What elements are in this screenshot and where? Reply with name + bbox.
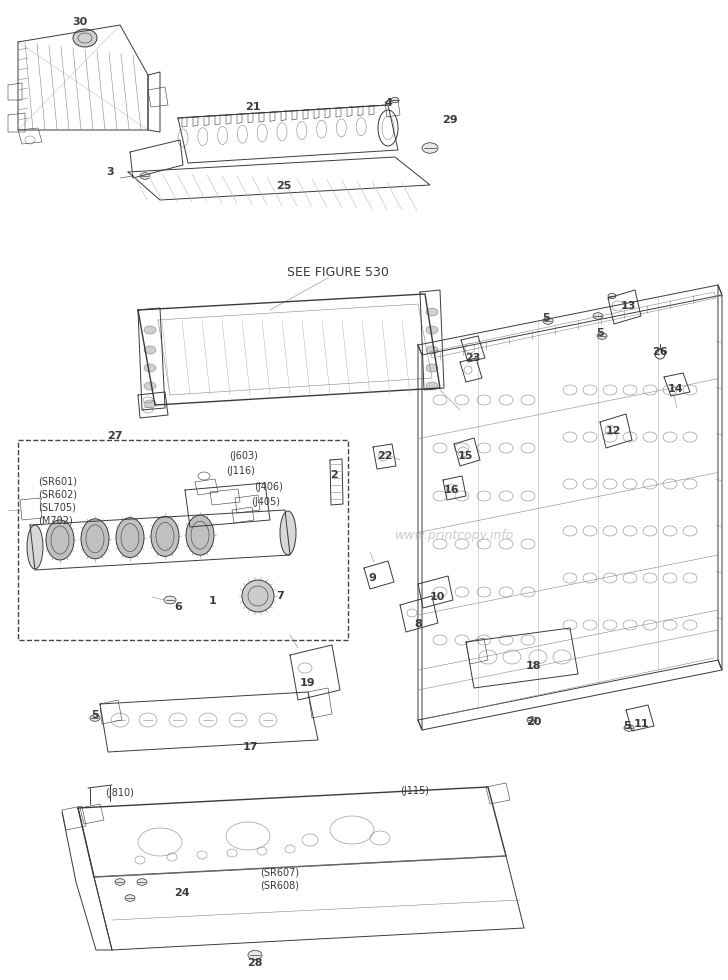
Text: 13: 13 (620, 301, 636, 311)
Text: 15: 15 (457, 451, 472, 461)
Ellipse shape (426, 326, 438, 334)
Text: 22: 22 (377, 451, 392, 461)
Text: 28: 28 (248, 958, 263, 968)
Ellipse shape (527, 716, 537, 723)
Text: (M702): (M702) (38, 515, 73, 525)
Text: 2: 2 (330, 470, 338, 480)
Ellipse shape (137, 879, 147, 885)
Text: 25: 25 (277, 181, 292, 191)
Ellipse shape (140, 172, 150, 179)
Text: (SR607): (SR607) (260, 867, 299, 877)
Ellipse shape (608, 293, 616, 299)
Text: 1: 1 (209, 596, 217, 606)
Text: 4: 4 (384, 98, 392, 108)
Text: (SL705): (SL705) (38, 502, 76, 512)
Text: 9: 9 (368, 573, 376, 583)
Ellipse shape (144, 382, 156, 390)
Text: (J406): (J406) (254, 482, 283, 492)
Ellipse shape (46, 520, 74, 560)
Text: www.printcopy.info: www.printcopy.info (395, 528, 515, 542)
Text: 24: 24 (174, 888, 190, 898)
Ellipse shape (164, 596, 176, 604)
Ellipse shape (280, 511, 296, 555)
Text: 6: 6 (174, 602, 182, 612)
Ellipse shape (426, 346, 438, 354)
Ellipse shape (144, 346, 156, 354)
Text: 11: 11 (633, 719, 649, 729)
Text: (J603): (J603) (229, 451, 258, 461)
Text: (J116): (J116) (226, 466, 255, 476)
Ellipse shape (624, 725, 634, 731)
Text: 14: 14 (668, 384, 684, 394)
Text: 5: 5 (542, 313, 550, 323)
Text: 18: 18 (525, 661, 541, 671)
Text: 19: 19 (300, 678, 316, 688)
Ellipse shape (144, 364, 156, 372)
Ellipse shape (144, 400, 156, 408)
Ellipse shape (593, 313, 603, 319)
Text: (J810): (J810) (105, 788, 134, 798)
Text: (SR601): (SR601) (38, 476, 77, 486)
Text: 27: 27 (107, 431, 123, 441)
Ellipse shape (81, 518, 109, 559)
Text: 5: 5 (596, 328, 604, 338)
Text: 20: 20 (526, 717, 542, 727)
Ellipse shape (543, 318, 553, 324)
Text: 29: 29 (442, 115, 458, 125)
Text: (SR602): (SR602) (38, 489, 77, 499)
Ellipse shape (391, 97, 399, 103)
Ellipse shape (116, 517, 144, 558)
Ellipse shape (242, 580, 274, 612)
Ellipse shape (90, 714, 100, 721)
Ellipse shape (248, 951, 262, 959)
Text: (J405): (J405) (251, 497, 280, 507)
Ellipse shape (426, 364, 438, 372)
Ellipse shape (151, 516, 179, 557)
Ellipse shape (125, 895, 135, 902)
Text: 30: 30 (72, 17, 87, 27)
Text: 16: 16 (444, 485, 460, 495)
Ellipse shape (186, 515, 214, 556)
Text: 21: 21 (245, 102, 261, 112)
Text: 23: 23 (465, 353, 480, 363)
Ellipse shape (144, 326, 156, 334)
Text: 17: 17 (242, 742, 258, 752)
Ellipse shape (426, 382, 438, 390)
Ellipse shape (73, 29, 97, 47)
Text: 5: 5 (91, 710, 99, 720)
Ellipse shape (597, 333, 607, 339)
Text: 8: 8 (414, 619, 422, 629)
Text: 3: 3 (106, 167, 114, 177)
Ellipse shape (426, 308, 438, 316)
Ellipse shape (27, 525, 43, 569)
Ellipse shape (115, 879, 125, 885)
Text: 12: 12 (605, 426, 621, 436)
Text: (J115): (J115) (400, 786, 429, 796)
Bar (18, 440, 348, 640)
Ellipse shape (422, 143, 438, 153)
Text: (SR608): (SR608) (260, 880, 299, 890)
Text: 26: 26 (652, 347, 668, 357)
Text: SEE FIGURE 530: SEE FIGURE 530 (287, 266, 389, 278)
Text: 10: 10 (430, 592, 445, 602)
Text: 7: 7 (276, 591, 284, 601)
Text: 5: 5 (623, 721, 631, 731)
